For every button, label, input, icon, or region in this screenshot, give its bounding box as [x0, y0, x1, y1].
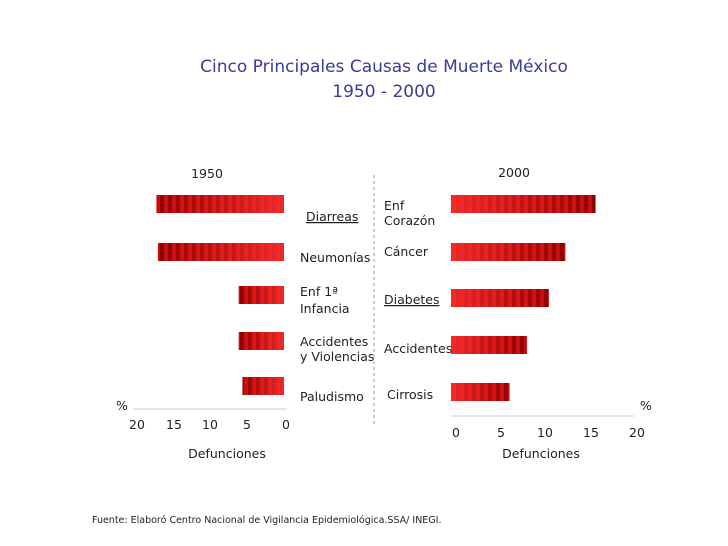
unit-label-2000: %: [640, 398, 652, 413]
bar-shade-1950-5: [242, 377, 284, 395]
axis-label-2000: Defunciones: [502, 446, 580, 461]
tick-label-1950-0: 0: [282, 417, 290, 432]
chart-title-line2: 1950 - 2000: [332, 82, 435, 102]
category-label-1950-3-line2: Infancia: [300, 301, 350, 316]
category-label-1950-4-line2: y Violencias: [300, 349, 374, 364]
category-label-1950-2-line1: Neumonías: [300, 250, 370, 265]
tick-label-2000-10: 10: [537, 425, 553, 440]
bar-shade-2000-1: [451, 195, 596, 213]
unit-label-1950: %: [116, 398, 128, 413]
bar-shade-1950-3: [238, 286, 284, 304]
bar-shade-1950-2: [157, 243, 284, 261]
tick-label-2000-5: 5: [497, 425, 505, 440]
axis-label-1950: Defunciones: [188, 446, 266, 461]
bar-shade-1950-1: [156, 195, 284, 213]
tick-label-1950-20: 20: [129, 417, 145, 432]
category-label-2000-1-line1: Enf: [384, 198, 405, 213]
category-label-2000-4-line1: Accidentes: [384, 341, 452, 356]
source-note: Fuente: Elaboró Centro Nacional de Vigil…: [92, 515, 442, 526]
category-label-2000-1-line2: Corazón: [384, 213, 435, 228]
panel-title-1950: 1950: [191, 166, 223, 181]
category-label-2000-3-line1: Diabetes: [384, 292, 440, 307]
category-label-1950-4-line1: Accidentes: [300, 334, 368, 349]
bar-shade-2000-2: [451, 243, 566, 261]
bar-shade-2000-3: [451, 289, 549, 307]
bar-shade-1950-4: [238, 332, 284, 350]
category-label-2000-2-line1: Cáncer: [384, 244, 429, 259]
category-label-1950-3-line1: Enf 1ª: [300, 284, 338, 299]
tick-label-2000-0: 0: [452, 425, 460, 440]
category-label-1950-1-line1: Diarreas: [306, 209, 358, 224]
category-label-2000-5-line1: Cirrosis: [387, 387, 433, 402]
tick-label-1950-5: 5: [243, 417, 251, 432]
bar-shade-2000-4: [451, 336, 527, 354]
category-label-1950-5-line1: Paludismo: [300, 389, 364, 404]
bar-shade-2000-5: [451, 383, 510, 401]
tick-label-2000-20: 20: [629, 425, 645, 440]
chart-title-line1: Cinco Principales Causas de Muerte Méxic…: [200, 57, 568, 77]
tick-label-1950-15: 15: [166, 417, 182, 432]
tick-label-2000-15: 15: [583, 425, 599, 440]
tick-label-1950-10: 10: [202, 417, 218, 432]
panel-title-2000: 2000: [498, 165, 530, 180]
